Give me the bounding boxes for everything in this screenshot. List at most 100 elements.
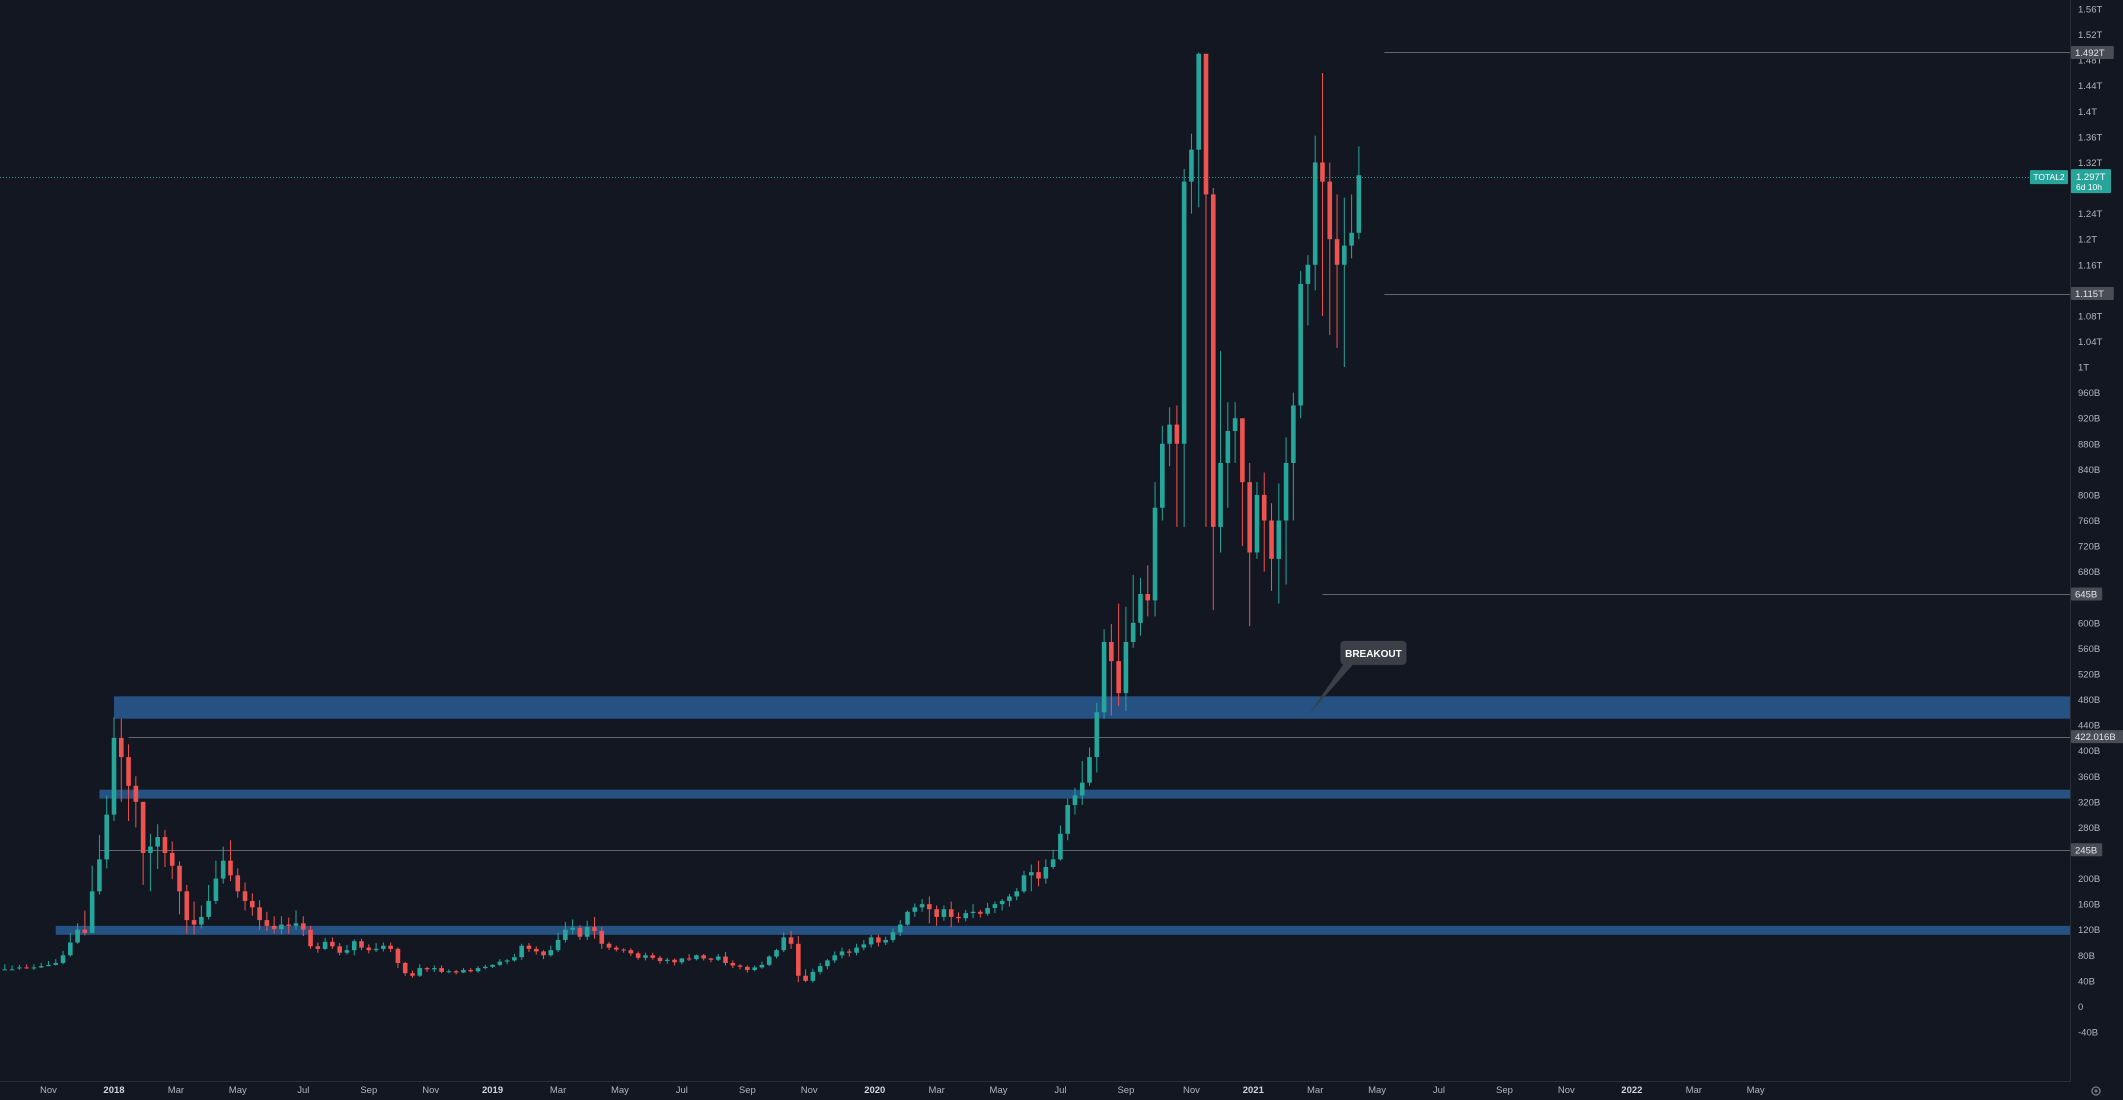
candle-body bbox=[1123, 641, 1129, 694]
candle-body bbox=[934, 909, 939, 917]
candle-body bbox=[541, 951, 546, 956]
candle bbox=[453, 969, 459, 975]
settings-gear-icon[interactable] bbox=[2091, 1086, 2101, 1096]
candle bbox=[133, 776, 139, 828]
candle-body bbox=[162, 836, 168, 853]
candle bbox=[745, 965, 750, 973]
candle bbox=[759, 961, 765, 969]
candle bbox=[1152, 482, 1158, 617]
candle bbox=[774, 948, 779, 959]
y-tick-label: 0 bbox=[2078, 1002, 2083, 1013]
candle-body bbox=[1327, 181, 1333, 240]
candle bbox=[24, 964, 29, 969]
y-tick-label: 960B bbox=[2078, 388, 2100, 399]
candle bbox=[1058, 825, 1063, 861]
support-zone-2 bbox=[55, 925, 2070, 935]
candle-body bbox=[453, 971, 459, 973]
candle-body bbox=[817, 966, 823, 972]
candle bbox=[1160, 425, 1165, 521]
candle bbox=[868, 934, 874, 948]
candle-body bbox=[526, 945, 532, 949]
candle-body bbox=[548, 950, 554, 956]
candle bbox=[1240, 418, 1245, 547]
support-zones bbox=[55, 696, 2071, 935]
candle-body bbox=[75, 929, 80, 943]
candle-body bbox=[1094, 712, 1100, 758]
candle bbox=[402, 961, 408, 976]
candle-body bbox=[650, 955, 656, 958]
candle bbox=[1116, 603, 1121, 706]
candle bbox=[162, 829, 168, 868]
y-tick-label: 800B bbox=[2078, 490, 2100, 501]
candle-body bbox=[657, 957, 663, 962]
candle-body bbox=[1072, 795, 1078, 806]
candle bbox=[155, 824, 160, 869]
candle-body bbox=[1312, 162, 1318, 265]
candle bbox=[1232, 402, 1238, 463]
candle bbox=[628, 948, 634, 956]
candle-body bbox=[846, 951, 852, 953]
candle-body bbox=[468, 969, 474, 972]
candle bbox=[1291, 392, 1296, 521]
candle-body bbox=[1291, 405, 1296, 463]
candle-body bbox=[2, 969, 8, 971]
x-tick-label: Sep bbox=[1496, 1085, 1513, 1096]
x-tick-label: May bbox=[611, 1085, 629, 1096]
candle bbox=[1181, 168, 1187, 527]
candle bbox=[31, 964, 37, 970]
candle-body bbox=[344, 950, 350, 953]
candle bbox=[599, 927, 605, 949]
y-tick-label: 560B bbox=[2078, 644, 2100, 655]
candle bbox=[330, 937, 335, 949]
candle bbox=[956, 912, 961, 923]
candle-body bbox=[1109, 641, 1114, 662]
candle bbox=[839, 947, 845, 959]
x-tick-label: 2018 bbox=[103, 1085, 124, 1096]
candle-body bbox=[220, 860, 226, 879]
candle-body bbox=[1356, 175, 1362, 233]
candle-body bbox=[351, 941, 357, 951]
candle-body bbox=[118, 737, 124, 758]
y-tick-label: 440B bbox=[2078, 721, 2100, 732]
annotation-text: BREAKOUT bbox=[1345, 649, 1402, 660]
candle-body bbox=[1218, 462, 1223, 527]
price-axis[interactable]: 1.56T 1.52T 1.48T 1.44T 1.4T 1.36T 1.32T 1.24T 1… bbox=[2070, 0, 2103, 1082]
candle-body bbox=[897, 924, 903, 933]
candle bbox=[111, 717, 117, 822]
candle-body bbox=[1225, 430, 1231, 463]
candle bbox=[803, 969, 808, 983]
candle-body bbox=[512, 957, 517, 961]
candle bbox=[861, 939, 867, 951]
y-tick-label: 840B bbox=[2078, 465, 2100, 476]
level-price-tag bbox=[2071, 45, 2114, 59]
candle bbox=[1167, 407, 1172, 467]
candle-body bbox=[555, 939, 561, 951]
x-tick-label: May bbox=[1368, 1085, 1386, 1096]
candle bbox=[1203, 53, 1209, 527]
candle bbox=[664, 957, 670, 964]
candle bbox=[17, 964, 22, 970]
x-tick-label: 2019 bbox=[482, 1085, 503, 1096]
y-tick-label: 80B bbox=[2078, 951, 2095, 962]
y-tick-label: 480B bbox=[2078, 695, 2100, 706]
horizontal-levels bbox=[0, 52, 2070, 851]
candle-body bbox=[948, 909, 954, 917]
candle bbox=[177, 861, 182, 915]
candle-body bbox=[31, 967, 37, 969]
candle-body bbox=[1254, 494, 1260, 553]
candle-body bbox=[584, 927, 590, 937]
candle-body bbox=[825, 960, 830, 967]
candle bbox=[679, 957, 685, 965]
candle bbox=[1349, 194, 1354, 259]
candle-body bbox=[956, 916, 961, 919]
candle bbox=[817, 962, 823, 975]
candle-body bbox=[148, 846, 153, 853]
candle-body bbox=[788, 937, 794, 944]
candle-body bbox=[766, 956, 772, 965]
time-axis[interactable]: Nov 2018 Mar May Jul Sep Nov 2019 Mar May Jul Sep No… bbox=[0, 1081, 2070, 1097]
candle-body bbox=[1298, 283, 1303, 406]
candle-body bbox=[577, 927, 583, 937]
candle-body bbox=[279, 924, 284, 930]
